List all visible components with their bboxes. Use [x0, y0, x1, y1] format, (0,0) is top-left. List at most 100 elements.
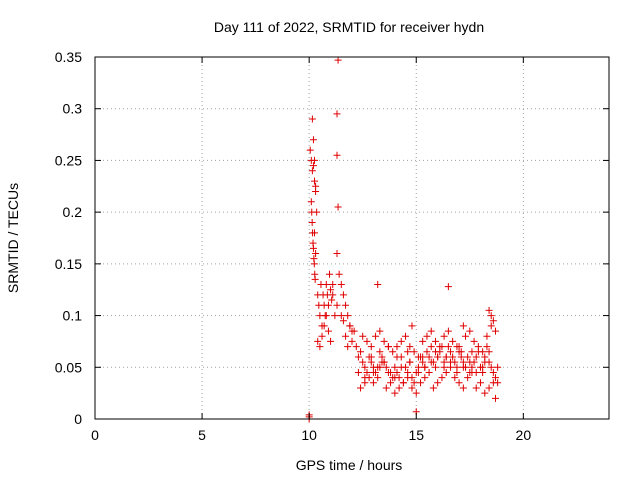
data-point: [326, 270, 334, 278]
data-point: [308, 115, 316, 123]
data-point: [470, 337, 478, 345]
data-point: [466, 358, 474, 366]
axis-ticks: 0 5 10 15 20 0 0.05 0.1 0.15 0.2 0.25 0.3 0.35: [55, 49, 609, 443]
data-point: [312, 250, 320, 258]
data-point: [474, 343, 482, 351]
data-point: [491, 394, 499, 402]
data-point: [333, 151, 341, 159]
data-point: [309, 136, 317, 144]
data-point: [354, 368, 362, 376]
data-point: [387, 379, 395, 387]
x-tick-label: 20: [516, 427, 532, 443]
data-point: [322, 312, 330, 320]
data-point: [455, 379, 463, 387]
data-point: [453, 368, 461, 376]
data-point: [324, 301, 332, 309]
data-point: [489, 368, 497, 376]
data-point: [494, 363, 502, 371]
y-tick-label: 0.1: [63, 308, 83, 324]
data-point: [423, 332, 431, 340]
y-tick-label: 0.2: [63, 204, 83, 220]
data-point: [489, 379, 497, 387]
data-point: [442, 368, 450, 376]
data-point: [339, 317, 347, 325]
data-point: [393, 343, 401, 351]
data-point: [432, 337, 440, 345]
data-point: [472, 353, 480, 361]
data-point: [472, 368, 480, 376]
data-point: [491, 327, 499, 335]
data-point: [333, 110, 341, 118]
data-point: [391, 389, 399, 397]
data-point: [344, 312, 352, 320]
data-point: [459, 363, 467, 371]
y-tick-label: 0: [74, 411, 82, 427]
data-point: [313, 208, 321, 216]
data-point: [408, 384, 416, 392]
y-axis-title: SRMTID / TECUs: [5, 183, 21, 293]
data-point: [311, 275, 319, 283]
data-point: [384, 343, 392, 351]
data-point: [472, 384, 480, 392]
data-point: [410, 379, 418, 387]
data-point: [357, 348, 365, 356]
data-point: [414, 368, 422, 376]
data-point: [384, 368, 392, 376]
data-point: [479, 348, 487, 356]
y-tick-label: 0.25: [55, 152, 82, 168]
data-point: [485, 358, 493, 366]
data-point: [331, 312, 339, 320]
data-point: [308, 218, 316, 226]
data-point: [311, 229, 319, 237]
data-point: [434, 353, 442, 361]
data-point: [348, 337, 356, 345]
data-point: [350, 327, 358, 335]
data-point: [487, 312, 495, 320]
data-point: [419, 353, 427, 361]
data-point: [466, 327, 474, 335]
data-point: [374, 374, 382, 382]
data-point: [376, 363, 384, 371]
data-point: [485, 348, 493, 356]
data-point: [391, 374, 399, 382]
data-point: [311, 156, 319, 164]
data-point: [410, 348, 418, 356]
data-point: [382, 363, 390, 371]
plot-frame: [94, 56, 610, 420]
data-point: [309, 244, 317, 252]
data-point: [334, 203, 342, 211]
data-point: [369, 379, 377, 387]
data-point: [380, 358, 388, 366]
data-point: [408, 322, 416, 330]
y-tick-label: 0.15: [55, 256, 82, 272]
data-point: [477, 379, 484, 387]
data-point: [333, 250, 341, 258]
data-point: [481, 389, 489, 397]
data-point: [432, 348, 440, 356]
data-point: [324, 327, 332, 335]
data-point: [434, 379, 442, 387]
data-point: [481, 353, 489, 361]
data-point: [447, 358, 455, 366]
data-point: [342, 301, 350, 309]
data-point: [307, 198, 315, 206]
data-point: [451, 374, 459, 382]
data-point: [372, 332, 380, 340]
data-point: [406, 358, 414, 366]
data-point: [464, 374, 472, 382]
data-point: [314, 337, 322, 345]
data-point: [333, 301, 341, 309]
data-point: [438, 374, 446, 382]
data-point: [376, 348, 384, 356]
data-point: [459, 384, 467, 392]
data-point: [402, 332, 410, 340]
data-point: [367, 353, 375, 361]
data-point: [421, 363, 429, 371]
data-point: [483, 343, 491, 351]
data-point: [447, 348, 455, 356]
data-point: [491, 374, 499, 382]
data-point: [468, 348, 476, 356]
data-point: [335, 270, 343, 278]
data-point: [397, 363, 405, 371]
data-point: [406, 343, 414, 351]
